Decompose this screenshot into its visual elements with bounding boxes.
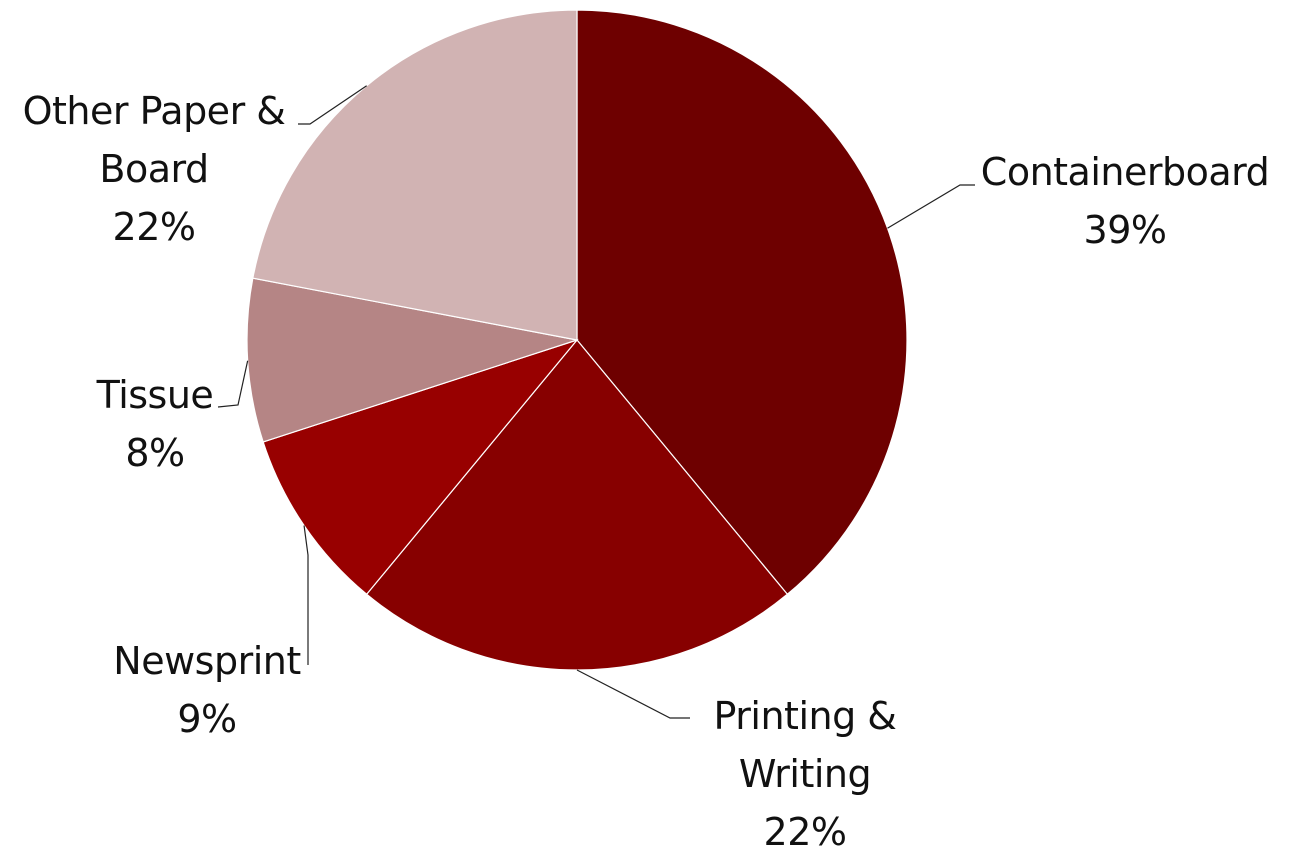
leader-line-containerboard	[887, 184, 975, 229]
pie-slice-newsprint	[262, 338, 579, 596]
data-label-newsprint: Newsprint 9%	[92, 632, 322, 748]
leader-line-other-paper-board	[298, 85, 367, 125]
data-label-newsprint-name: Newsprint	[113, 639, 301, 683]
pie-slice-printing-writing	[365, 339, 789, 671]
data-label-containerboard-name: Containerboard	[980, 150, 1270, 194]
data-label-tissue-value: 8%	[125, 431, 185, 475]
data-label-other-paper-board-name-2: Board	[99, 147, 209, 191]
leader-lines	[217, 85, 975, 719]
data-label-printing-writing-name-1: Printing &	[713, 694, 897, 738]
pie-slice-other-paper-board	[252, 9, 578, 341]
data-label-other-paper-board: Other Paper & Board 22%	[4, 82, 304, 256]
data-label-printing-writing: Printing & Writing 22%	[690, 687, 920, 861]
data-label-printing-writing-value: 22%	[763, 810, 847, 854]
leader-line-tissue	[217, 360, 249, 408]
data-label-containerboard-value: 39%	[1083, 208, 1167, 252]
data-label-tissue-name: Tissue	[96, 373, 214, 417]
data-label-tissue: Tissue 8%	[80, 366, 230, 482]
data-label-other-paper-board-name-1: Other Paper &	[22, 89, 286, 133]
leader-line-printing-writing	[576, 669, 690, 719]
data-label-newsprint-value: 9%	[177, 697, 237, 741]
data-label-containerboard: Containerboard 39%	[970, 143, 1280, 259]
leader-line-newsprint	[303, 525, 309, 665]
pie-slice-tissue	[246, 277, 578, 443]
pie-slice-containerboard	[576, 9, 908, 596]
data-label-printing-writing-name-2: Writing	[738, 752, 872, 796]
pie-slices	[246, 9, 908, 671]
data-label-other-paper-board-value: 22%	[112, 205, 196, 249]
